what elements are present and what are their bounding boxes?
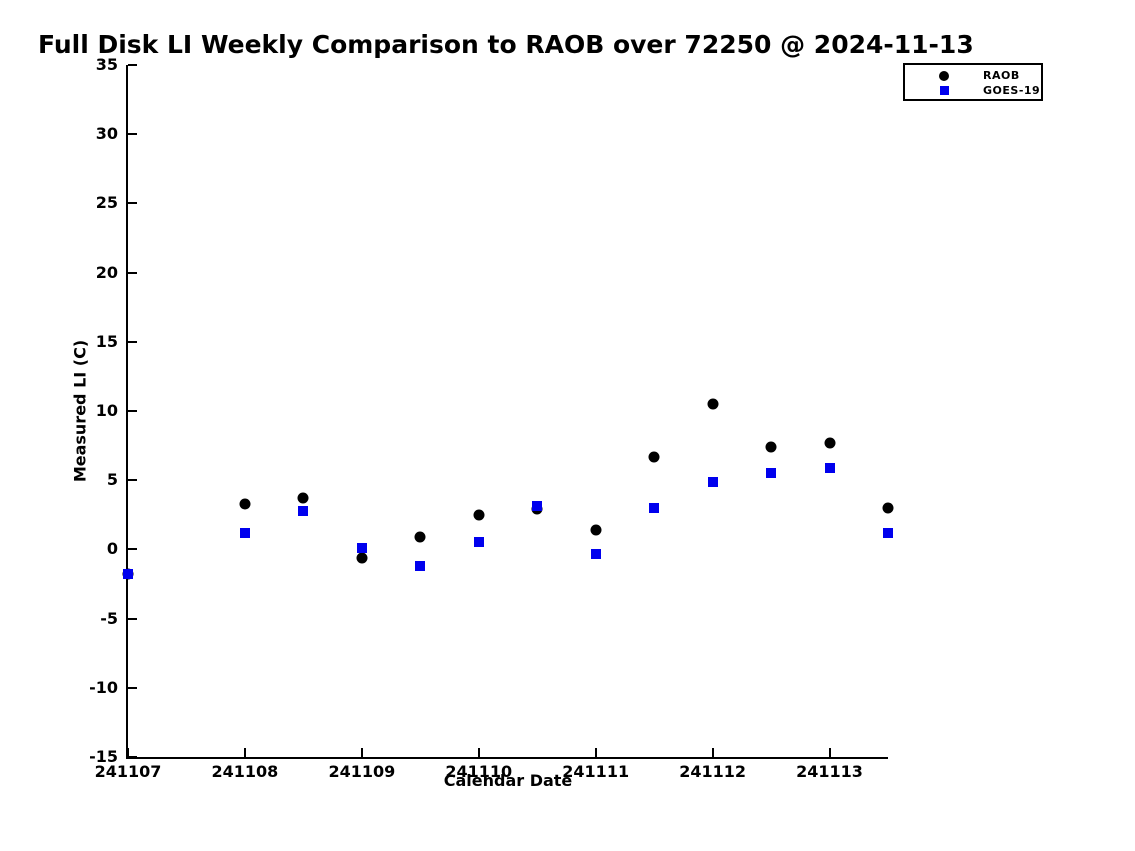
y-axis-tick-label: 20 bbox=[95, 262, 118, 282]
data-point-goes-19 bbox=[415, 561, 426, 571]
x-axis-tick bbox=[477, 748, 480, 757]
x-axis-tick bbox=[360, 748, 363, 757]
data-point-raob bbox=[648, 451, 660, 463]
data-point-raob bbox=[356, 552, 368, 564]
data-point-goes-19 bbox=[298, 505, 309, 516]
data-point-goes-19 bbox=[649, 502, 660, 513]
data-point-goes-19 bbox=[532, 501, 543, 512]
data-point-raob bbox=[707, 398, 719, 410]
data-point-raob bbox=[297, 492, 309, 504]
y-axis-tick-label: -10 bbox=[89, 677, 118, 697]
x-axis-tick bbox=[127, 748, 129, 757]
x-axis-tick bbox=[711, 748, 714, 757]
y-axis-tick bbox=[128, 202, 137, 205]
chart-title: Full Disk LI Weekly Comparison to RAOB o… bbox=[38, 30, 974, 59]
x-axis-tick bbox=[828, 748, 831, 757]
legend-label: RAOB bbox=[983, 69, 1020, 82]
legend-square-icon bbox=[939, 86, 949, 95]
data-point-goes-19 bbox=[707, 476, 718, 487]
y-axis-tick-label: 0 bbox=[106, 539, 118, 559]
data-point-goes-19 bbox=[123, 569, 133, 580]
x-axis-tick-label: 241107 bbox=[94, 762, 162, 781]
y-axis-tick bbox=[128, 479, 137, 482]
legend-label: GOES-19 bbox=[983, 84, 1041, 97]
data-point-goes-19 bbox=[824, 462, 835, 473]
data-point-goes-19 bbox=[239, 527, 250, 538]
y-axis-tick bbox=[128, 340, 137, 343]
y-axis-tick bbox=[128, 410, 137, 412]
data-point-raob bbox=[239, 498, 251, 510]
data-point-goes-19 bbox=[883, 527, 893, 538]
legend: RAOB GOES-19 bbox=[903, 63, 1043, 101]
legend-circle-icon bbox=[939, 70, 949, 81]
data-point-goes-19 bbox=[766, 468, 777, 479]
legend-item-raob: RAOB bbox=[905, 68, 1041, 83]
data-point-raob bbox=[473, 509, 485, 521]
x-axis-tick-label: 241109 bbox=[328, 762, 396, 781]
x-axis-tick bbox=[243, 748, 246, 757]
x-axis-tick-label: 241108 bbox=[211, 762, 279, 781]
y-axis-tick bbox=[128, 548, 137, 551]
data-point-goes-19 bbox=[356, 543, 367, 554]
plot-area: 35 30 25 20 15 10 5 0 -5 -10 -15 241107 241108 241109… bbox=[89, 55, 894, 781]
x-axis-tick-label: 241110 bbox=[445, 762, 513, 781]
y-axis-tick bbox=[128, 64, 137, 66]
x-axis-tick-label: 241112 bbox=[679, 762, 746, 781]
x-axis-label: Calendar Date bbox=[443, 771, 573, 790]
data-point-raob bbox=[824, 437, 836, 449]
data-point-raob bbox=[590, 524, 602, 536]
data-point-goes-19 bbox=[590, 548, 601, 559]
data-point-raob bbox=[414, 531, 426, 543]
y-axis-tick-label: 10 bbox=[95, 401, 118, 420]
data-point-raob bbox=[882, 502, 894, 514]
legend-marker-cell bbox=[905, 70, 983, 81]
y-axis-tick-label: 35 bbox=[95, 55, 118, 74]
y-axis-tick-label: -15 bbox=[89, 747, 118, 766]
y-axis-tick-label: 25 bbox=[95, 193, 118, 213]
legend-marker-cell bbox=[905, 86, 983, 95]
x-axis-tick-label: 241113 bbox=[796, 762, 863, 781]
data-point-goes-19 bbox=[473, 537, 484, 548]
y-axis-tick-label: 30 bbox=[95, 124, 118, 144]
y-axis-tick bbox=[128, 133, 137, 136]
legend-item-goes-19: GOES-19 bbox=[905, 83, 1041, 98]
y-axis-tick-label: 5 bbox=[106, 470, 118, 490]
y-axis-tick bbox=[128, 271, 137, 274]
y-axis-tick bbox=[128, 756, 137, 758]
y-axis-tick-label: -5 bbox=[100, 608, 118, 628]
x-axis-tick-label: 241111 bbox=[562, 762, 630, 781]
y-axis-tick bbox=[128, 686, 137, 689]
y-axis-tick bbox=[128, 617, 137, 620]
y-axis-tick-label: 15 bbox=[95, 331, 118, 351]
x-axis-tick bbox=[594, 748, 597, 757]
data-point-raob bbox=[765, 441, 777, 453]
